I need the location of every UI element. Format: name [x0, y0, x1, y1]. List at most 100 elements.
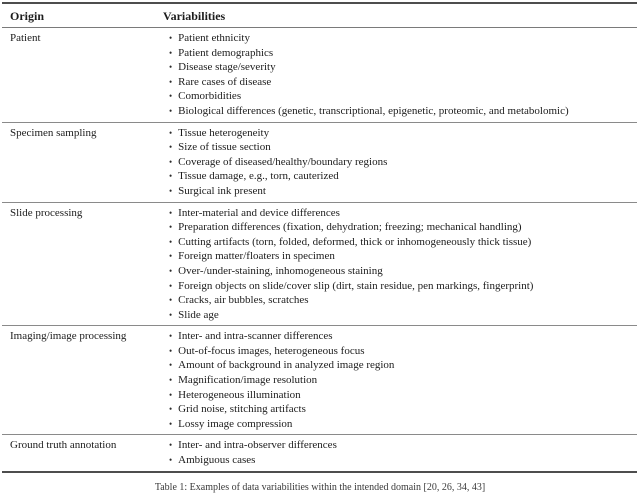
bullet-icon: • [169, 33, 173, 43]
variability-item: • Grid noise, stitching artifacts [169, 402, 637, 417]
bullet-icon: • [169, 185, 173, 196]
bullet-icon: • [169, 345, 173, 356]
variability-list: • Inter-material and device differences • P… [163, 206, 637, 323]
variability-item: • Patient demographics [169, 46, 637, 61]
bullet-icon: • [169, 47, 173, 58]
column-header-origin: Origin [10, 9, 45, 23]
variability-item: • Preparation differences (fixation, dehy… [169, 220, 637, 235]
bullet-icon: • [169, 105, 173, 116]
variability-item-label: Magnification/image resolution [178, 374, 318, 387]
bullet-icon: • [169, 127, 173, 138]
variability-item-label: Comorbidities [178, 90, 242, 103]
variability-item: • Amount of background in analyzed image … [169, 358, 637, 373]
variability-item-label: Surgical ink present [178, 184, 266, 197]
bullet-icon: • [169, 375, 173, 386]
variability-item-label: Ambiguous cases [178, 454, 256, 467]
bullet-icon: • [169, 455, 173, 466]
bullet-icon: • [169, 440, 173, 451]
variability-item: • Comorbidities [169, 89, 637, 104]
bullet-icon: • [169, 91, 173, 102]
variability-item: • Slide age [169, 308, 637, 323]
variability-list: • Tissue heterogeneity • Size of tissue sec… [163, 126, 637, 199]
variability-item-label: Foreign matter/floaters in specimen [178, 250, 335, 263]
bullet-icon: • [169, 331, 173, 342]
table-header-row: Origin Variabilities [2, 4, 637, 28]
variability-item: • Inter-material and device differences [169, 206, 637, 221]
table-row: Imaging/image processing • Inter- and intr… [2, 326, 637, 436]
variability-item-label: Grid noise, stitching artifacts [178, 403, 306, 416]
variability-item: • Cracks, air bubbles, scratches [169, 293, 637, 308]
variability-item-label: Over-/under-staining, inhomogeneous stai… [178, 264, 383, 277]
variability-item: • Cutting artifacts (torn, folded, deform… [169, 235, 637, 250]
variability-item: • Coverage of diseased/healthy/boundary r… [169, 155, 637, 170]
variability-item: • Inter- and intra-observer differences [169, 438, 637, 453]
column-header-variabilities: Variabilities [163, 9, 226, 23]
variability-item-label: Coverage of diseased/healthy/boundary re… [178, 155, 388, 168]
variability-item: • Over-/under-staining, inhomogeneous sta… [169, 264, 637, 279]
variabilities-cell: • Inter- and intra-scanner differences • Ou… [163, 329, 637, 431]
variability-item-label: Amount of background in analyzed image r… [178, 359, 395, 372]
bullet-icon: • [169, 62, 173, 73]
origin-cell: Patient [10, 32, 41, 44]
variability-item-label: Preparation differences (fixation, dehyd… [178, 221, 522, 234]
variabilities-cell: • Inter- and intra-observer differences • A… [163, 438, 637, 467]
variability-item: • Tissue damage, e.g., torn, cauterized [169, 169, 637, 184]
variability-item: • Heterogeneous illumination [169, 388, 637, 403]
origin-cell: Slide processing [10, 206, 83, 219]
variability-item-label: Patient demographics [178, 46, 274, 59]
variability-item: • Foreign objects on slide/cover slip (di… [169, 279, 637, 294]
bullet-icon: • [169, 265, 173, 276]
bullet-icon: • [169, 156, 173, 167]
variability-item: • Out-of-focus images, heterogeneous focu… [169, 344, 637, 359]
table-row: Ground truth annotation • Inter- and intra… [2, 435, 637, 473]
bullet-icon: • [169, 360, 173, 371]
table-caption: Table 1: Examples of data variabilities … [154, 481, 486, 493]
variability-item-label: Inter- and intra-scanner differences [178, 330, 333, 343]
bullet-icon: • [169, 404, 173, 415]
origin-cell: Ground truth annotation [10, 439, 117, 452]
variability-list: • Patient ethnicity • Patient demographics •… [163, 31, 637, 119]
variabilities-cell: • Inter-material and device differences • P… [163, 206, 637, 323]
variability-item: • Surgical ink present [169, 184, 637, 199]
bullet-icon: • [169, 207, 173, 218]
variability-item: • Tissue heterogeneity [169, 126, 637, 141]
variability-item-label: Patient ethnicity [178, 32, 250, 44]
variability-item-label: Inter- and intra-observer differences [178, 439, 337, 452]
variability-list: • Inter- and intra-observer differences • A… [163, 438, 637, 467]
origin-cell: Specimen sampling [10, 126, 97, 139]
variability-item-label: Tissue damage, e.g., torn, cauterized [178, 170, 339, 183]
variability-item-label: Inter-material and device differences [178, 206, 340, 219]
variability-item-label: Size of tissue section [178, 141, 271, 154]
bullet-icon: • [169, 171, 173, 182]
bullet-icon: • [169, 76, 173, 87]
variability-item-label: Biological differences (genetic, transcr… [178, 104, 569, 117]
variability-item: • Biological differences (genetic, transc… [169, 104, 637, 119]
variability-item: • Ambiguous cases [169, 453, 637, 468]
variability-item-label: Rare cases of disease [178, 75, 272, 88]
variability-item-label: Lossy image compression [178, 417, 293, 430]
variability-list: • Inter- and intra-scanner differences • Ou… [163, 329, 637, 431]
variability-item: • Lossy image compression [169, 417, 637, 432]
bullet-icon: • [169, 309, 173, 320]
variability-item: • Magnification/image resolution [169, 373, 637, 388]
origin-cell: Imaging/image processing [10, 330, 127, 343]
variabilities-cell: • Patient ethnicity • Patient demographics •… [163, 31, 637, 119]
variability-item-label: Disease stage/severity [178, 61, 276, 74]
bullet-icon: • [169, 295, 173, 306]
variability-item: • Size of tissue section [169, 140, 637, 155]
table-row: Patient • Patient ethnicity • Patient demogr… [2, 28, 637, 123]
table-body: Patient • Patient ethnicity • Patient demogr… [2, 28, 637, 473]
variability-item-label: Out-of-focus images, heterogeneous focus [178, 344, 365, 357]
bullet-icon: • [169, 142, 173, 153]
bullet-icon: • [169, 389, 173, 400]
variability-item-label: Cutting artifacts (torn, folded, deforme… [178, 235, 532, 248]
bullet-icon: • [169, 251, 173, 262]
bullet-icon: • [169, 222, 173, 233]
variability-item-label: Slide age [178, 308, 219, 321]
variability-item-label: Cracks, air bubbles, scratches [178, 294, 309, 307]
variability-item-label: Foreign objects on slide/cover slip (dir… [178, 279, 534, 292]
bullet-icon: • [169, 280, 173, 291]
variability-item-label: Heterogeneous illumination [178, 388, 301, 401]
variability-item: • Foreign matter/floaters in specimen [169, 249, 637, 264]
